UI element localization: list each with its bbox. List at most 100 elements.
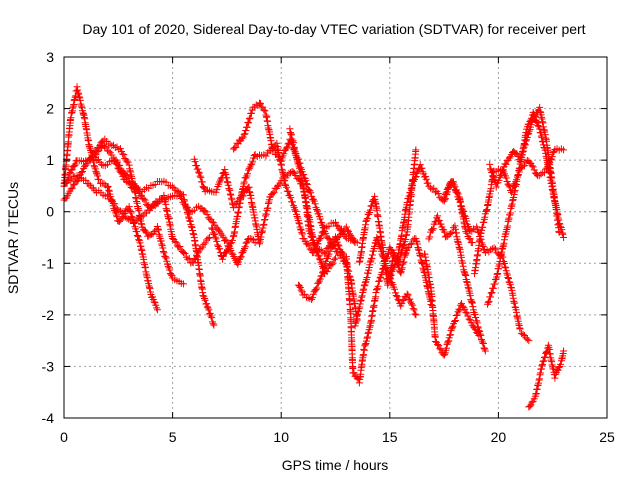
data-point bbox=[447, 230, 455, 238]
data-point bbox=[351, 239, 359, 247]
data-point bbox=[138, 213, 146, 221]
data-point bbox=[406, 295, 414, 303]
data-point bbox=[248, 235, 256, 243]
data-point bbox=[538, 361, 546, 369]
data-point bbox=[223, 174, 231, 182]
data-point bbox=[391, 285, 399, 293]
data-point bbox=[353, 316, 361, 324]
data-point bbox=[77, 100, 85, 108]
data-point bbox=[503, 269, 511, 277]
data-point bbox=[483, 205, 491, 213]
data-point bbox=[242, 174, 250, 182]
data-point bbox=[125, 203, 133, 211]
data-point bbox=[352, 319, 360, 327]
data-point bbox=[539, 138, 547, 146]
data-point bbox=[300, 235, 308, 243]
data-point bbox=[403, 245, 411, 253]
data-point bbox=[245, 164, 253, 172]
data-point bbox=[360, 282, 368, 290]
data-point bbox=[146, 231, 154, 239]
data-point bbox=[478, 226, 486, 234]
data-point bbox=[121, 176, 129, 184]
data-point bbox=[245, 119, 253, 127]
data-point bbox=[434, 189, 442, 197]
data-point bbox=[538, 137, 546, 145]
data-point bbox=[469, 303, 477, 311]
data-point bbox=[413, 240, 421, 248]
data-point bbox=[325, 250, 333, 258]
data-point bbox=[201, 239, 209, 247]
data-point bbox=[368, 254, 376, 262]
data-point bbox=[133, 231, 141, 239]
data-point bbox=[126, 207, 134, 215]
data-point bbox=[334, 234, 342, 242]
data-point bbox=[120, 210, 128, 218]
data-point bbox=[408, 301, 416, 309]
data-point bbox=[487, 246, 495, 254]
data-point bbox=[356, 303, 364, 311]
data-point bbox=[418, 164, 426, 172]
data-point bbox=[209, 320, 217, 328]
data-point bbox=[537, 170, 545, 178]
data-point bbox=[112, 211, 120, 219]
data-point bbox=[542, 349, 550, 357]
data-point bbox=[531, 113, 539, 121]
data-point bbox=[363, 214, 371, 222]
data-point bbox=[447, 327, 455, 335]
data-point bbox=[361, 340, 369, 348]
data-point bbox=[482, 207, 490, 215]
data-point bbox=[428, 226, 436, 234]
data-point bbox=[291, 206, 299, 214]
data-point bbox=[127, 209, 135, 217]
data-point bbox=[77, 102, 85, 110]
data-point bbox=[490, 244, 498, 252]
data-point bbox=[366, 258, 374, 266]
data-point bbox=[308, 294, 316, 302]
data-point bbox=[116, 207, 124, 215]
data-point bbox=[297, 286, 305, 294]
data-point bbox=[167, 271, 175, 279]
data-point bbox=[290, 143, 298, 151]
data-point bbox=[560, 234, 568, 241]
data-point bbox=[445, 337, 453, 345]
data-point bbox=[190, 231, 198, 239]
data-point bbox=[450, 178, 458, 186]
data-point bbox=[555, 220, 563, 228]
y-tick-label: 3 bbox=[46, 49, 54, 65]
data-point bbox=[120, 151, 128, 159]
data-point bbox=[473, 319, 481, 327]
data-point bbox=[362, 337, 370, 345]
data-point bbox=[491, 280, 499, 288]
data-point bbox=[186, 217, 194, 225]
data-point bbox=[226, 186, 234, 194]
data-point bbox=[520, 162, 528, 170]
data-point bbox=[189, 230, 197, 238]
data-point bbox=[242, 239, 250, 247]
data-point bbox=[288, 198, 296, 206]
x-tick-label: 10 bbox=[273, 429, 289, 445]
data-point bbox=[390, 263, 398, 271]
data-point bbox=[224, 181, 232, 189]
data-point bbox=[342, 223, 350, 231]
data-point bbox=[479, 339, 487, 347]
data-point bbox=[297, 225, 305, 233]
data-point bbox=[231, 201, 239, 209]
data-point bbox=[406, 241, 414, 249]
data-point bbox=[357, 297, 365, 305]
data-point bbox=[418, 259, 426, 267]
data-point bbox=[208, 318, 216, 326]
data-point bbox=[408, 240, 416, 248]
data-point bbox=[525, 337, 533, 345]
data-point bbox=[74, 86, 82, 94]
data-point bbox=[313, 284, 321, 292]
data-point bbox=[160, 249, 168, 257]
data-point bbox=[499, 166, 507, 174]
data-point bbox=[181, 250, 189, 258]
data-point bbox=[257, 100, 265, 108]
data-point bbox=[141, 227, 149, 235]
data-point bbox=[495, 176, 503, 184]
data-points bbox=[60, 83, 568, 411]
data-point bbox=[207, 312, 215, 320]
data-point bbox=[227, 194, 235, 202]
